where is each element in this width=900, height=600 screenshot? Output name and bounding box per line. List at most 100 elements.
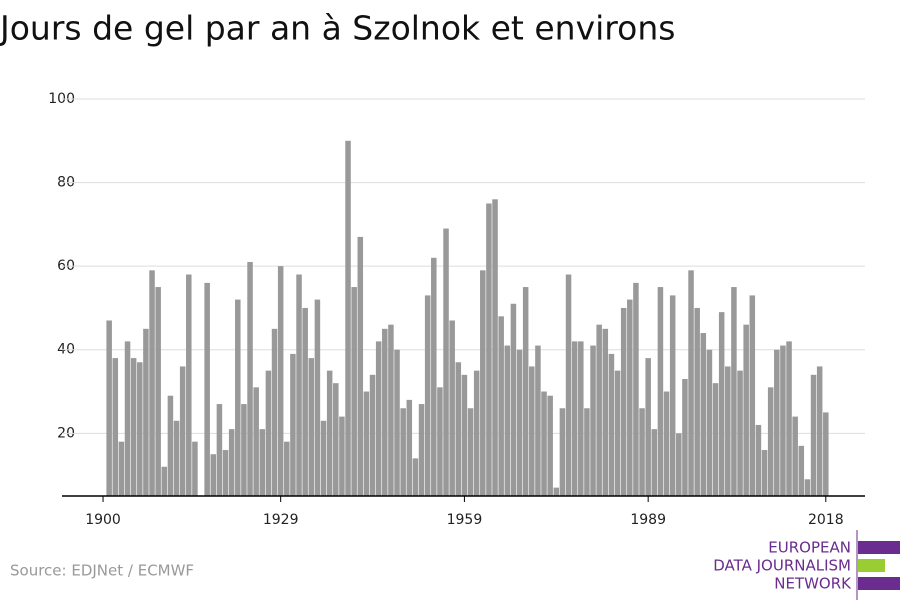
bar xyxy=(241,404,247,496)
bar xyxy=(590,345,596,496)
bar xyxy=(682,378,688,496)
bar xyxy=(578,341,584,496)
x-tick-label: 1959 xyxy=(447,512,483,528)
bar xyxy=(565,274,572,496)
bar xyxy=(780,345,786,496)
bar xyxy=(620,307,627,496)
bar xyxy=(259,429,266,496)
bar xyxy=(290,353,296,496)
bar xyxy=(320,420,327,496)
bar xyxy=(173,420,180,496)
bar xyxy=(443,228,449,496)
bar xyxy=(186,274,192,496)
bar xyxy=(369,374,376,496)
bar xyxy=(106,320,112,496)
x-tick-label: 1900 xyxy=(85,512,121,528)
bar xyxy=(326,370,333,496)
bar xyxy=(774,349,780,496)
bar xyxy=(424,295,431,496)
bar xyxy=(137,362,143,496)
bar xyxy=(669,295,676,496)
bar xyxy=(559,408,566,496)
bar xyxy=(645,358,651,496)
bar xyxy=(388,324,394,496)
logo-bar xyxy=(858,541,900,554)
bar xyxy=(431,257,437,496)
bar xyxy=(492,199,498,496)
bar xyxy=(412,458,419,496)
bar xyxy=(571,341,578,496)
bar xyxy=(657,287,664,496)
bar xyxy=(541,391,547,496)
bar xyxy=(314,299,321,496)
bar xyxy=(725,366,731,496)
bar xyxy=(694,307,700,496)
y-tick-label: 100 xyxy=(48,91,75,107)
bar xyxy=(345,140,351,496)
bar xyxy=(504,345,511,496)
bar xyxy=(627,299,633,496)
bar xyxy=(823,412,829,496)
bar xyxy=(792,416,798,496)
bar xyxy=(222,450,229,496)
bar xyxy=(608,353,615,496)
bar xyxy=(143,328,149,496)
bar xyxy=(633,282,639,496)
bar xyxy=(308,358,315,496)
bar xyxy=(284,441,290,496)
bar xyxy=(271,328,278,496)
bar xyxy=(210,454,217,496)
bar xyxy=(651,429,658,496)
bar xyxy=(743,324,749,496)
bar xyxy=(375,341,382,496)
bar xyxy=(486,203,492,496)
logo-bar xyxy=(858,559,885,572)
bar xyxy=(394,349,400,496)
chart-title: Jours de gel par an à Szolnok et environ… xyxy=(0,9,675,48)
bar xyxy=(461,374,468,496)
bar xyxy=(755,424,762,496)
source: Source: EDJNet / ECMWF xyxy=(10,562,194,580)
x-tick-label: 1929 xyxy=(263,512,299,528)
bar xyxy=(149,270,155,496)
logo: EUROPEAN DATA JOURNALISM NETWORK xyxy=(713,530,900,600)
bar xyxy=(804,479,811,496)
bar xyxy=(204,282,210,496)
bar xyxy=(718,312,725,496)
bar xyxy=(455,362,462,496)
bar xyxy=(676,433,682,496)
bar xyxy=(235,299,241,496)
bar xyxy=(522,287,529,496)
bar xyxy=(124,341,131,496)
bar xyxy=(516,349,523,496)
bar xyxy=(112,358,119,496)
bar xyxy=(510,303,517,496)
bar xyxy=(339,416,345,496)
bar xyxy=(700,333,707,496)
bar xyxy=(179,366,186,496)
logo-bar xyxy=(858,577,900,590)
bar xyxy=(639,408,645,496)
bar xyxy=(296,274,302,496)
bar xyxy=(118,441,125,496)
bar xyxy=(155,287,161,496)
bar xyxy=(192,441,198,496)
bar xyxy=(584,408,590,496)
bar xyxy=(277,266,284,496)
bar xyxy=(712,383,719,496)
bar xyxy=(547,395,553,496)
bar xyxy=(596,324,602,496)
bar xyxy=(731,287,737,496)
bar xyxy=(161,466,168,496)
bar xyxy=(357,236,364,496)
bar xyxy=(529,366,535,496)
logo-text: EUROPEAN xyxy=(768,539,851,557)
bar xyxy=(749,295,756,496)
bar xyxy=(265,370,272,496)
bar xyxy=(406,399,413,496)
bar xyxy=(688,270,694,496)
bar xyxy=(737,370,743,496)
bar xyxy=(449,320,455,496)
bar xyxy=(253,387,259,496)
bar xyxy=(467,408,474,496)
